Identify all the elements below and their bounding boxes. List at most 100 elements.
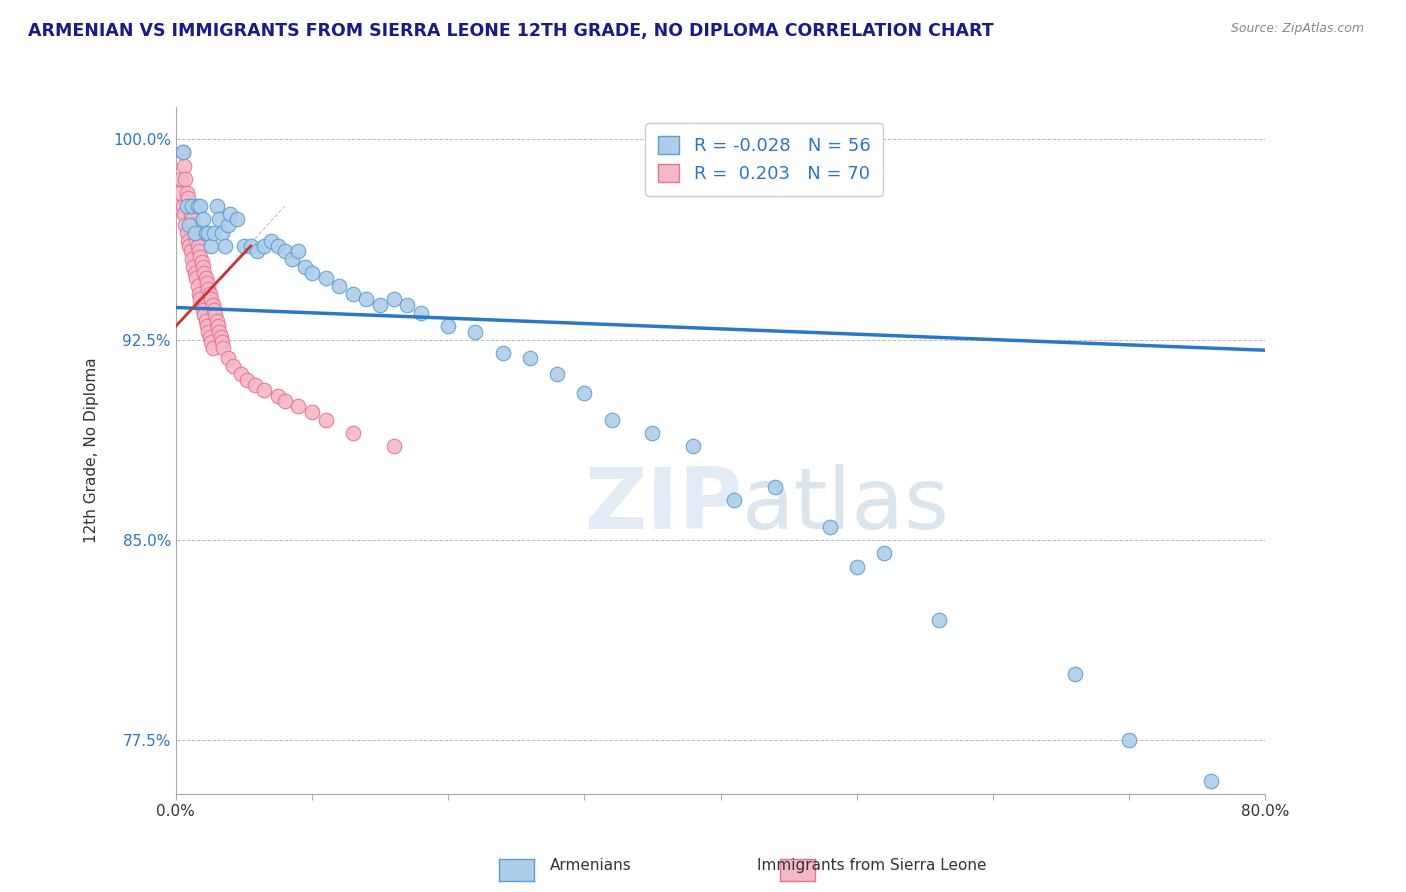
Point bbox=[217, 351, 239, 366]
Point bbox=[191, 212, 214, 227]
Point bbox=[382, 293, 405, 307]
Point bbox=[195, 319, 218, 334]
Point bbox=[231, 368, 253, 382]
Point bbox=[682, 440, 704, 454]
Point bbox=[253, 239, 276, 253]
Point bbox=[191, 303, 214, 318]
Point bbox=[176, 226, 198, 240]
Point bbox=[294, 260, 316, 275]
Point bbox=[188, 250, 211, 264]
Legend: R = -0.028   N = 56, R =  0.203   N = 70: R = -0.028 N = 56, R = 0.203 N = 70 bbox=[645, 123, 883, 196]
Point bbox=[211, 335, 233, 350]
Point bbox=[180, 244, 202, 259]
Point bbox=[492, 346, 515, 360]
Point bbox=[184, 226, 207, 240]
Point bbox=[267, 239, 290, 253]
Point bbox=[200, 293, 222, 307]
Text: Source: ZipAtlas.com: Source: ZipAtlas.com bbox=[1230, 22, 1364, 36]
Point bbox=[205, 314, 228, 328]
Point bbox=[232, 239, 254, 253]
Point bbox=[723, 492, 745, 507]
Point bbox=[179, 239, 201, 253]
Point bbox=[188, 293, 211, 307]
Point bbox=[179, 218, 201, 232]
Point bbox=[200, 335, 222, 350]
Point bbox=[193, 266, 215, 280]
Point bbox=[176, 199, 198, 213]
Point bbox=[169, 186, 191, 200]
Point bbox=[172, 145, 194, 160]
Point bbox=[179, 199, 201, 213]
Point bbox=[409, 306, 432, 320]
Point bbox=[301, 266, 323, 280]
Point bbox=[342, 426, 364, 441]
Point bbox=[274, 244, 297, 259]
Point bbox=[190, 255, 212, 269]
Point bbox=[173, 207, 195, 221]
Point bbox=[818, 519, 841, 533]
Point bbox=[301, 405, 323, 419]
Point bbox=[845, 559, 868, 574]
Point bbox=[202, 226, 225, 240]
Point bbox=[763, 479, 786, 493]
Point bbox=[437, 319, 460, 334]
Point bbox=[201, 341, 224, 355]
Point bbox=[274, 394, 297, 409]
Point bbox=[267, 389, 290, 403]
Point bbox=[217, 218, 239, 232]
Point bbox=[1199, 773, 1222, 788]
Point bbox=[202, 303, 225, 318]
Point bbox=[928, 613, 950, 627]
Text: Armenians: Armenians bbox=[550, 858, 631, 872]
Point bbox=[198, 330, 221, 344]
Point bbox=[177, 191, 200, 205]
Text: atlas: atlas bbox=[742, 464, 950, 547]
Point bbox=[368, 298, 391, 312]
Point bbox=[197, 282, 219, 296]
Point bbox=[235, 373, 257, 387]
Point bbox=[211, 226, 233, 240]
Point bbox=[181, 199, 204, 213]
Point bbox=[184, 226, 207, 240]
Point bbox=[1118, 733, 1140, 747]
Point bbox=[600, 413, 623, 427]
Point bbox=[315, 413, 337, 427]
Point bbox=[187, 287, 209, 301]
Point bbox=[382, 440, 405, 454]
Point bbox=[226, 212, 249, 227]
Point bbox=[183, 218, 205, 232]
Point bbox=[214, 239, 236, 253]
Point bbox=[201, 298, 224, 312]
Point bbox=[186, 279, 209, 293]
Point bbox=[197, 226, 219, 240]
Y-axis label: 12th Grade, No Diploma: 12th Grade, No Diploma bbox=[84, 358, 98, 543]
Point bbox=[184, 266, 207, 280]
Point bbox=[186, 239, 209, 253]
Point bbox=[873, 546, 896, 560]
Point bbox=[342, 287, 364, 301]
Point bbox=[188, 199, 211, 213]
Point bbox=[190, 298, 212, 312]
Text: ARMENIAN VS IMMIGRANTS FROM SIERRA LEONE 12TH GRADE, NO DIPLOMA CORRELATION CHAR: ARMENIAN VS IMMIGRANTS FROM SIERRA LEONE… bbox=[28, 22, 994, 40]
Point bbox=[173, 159, 195, 173]
Point bbox=[181, 252, 204, 267]
Point bbox=[396, 298, 419, 312]
Text: ZIP: ZIP bbox=[585, 464, 742, 547]
Point bbox=[239, 239, 262, 253]
Point bbox=[172, 199, 194, 213]
Point bbox=[194, 314, 217, 328]
Point bbox=[194, 271, 217, 285]
Point bbox=[167, 199, 190, 213]
Point bbox=[246, 244, 269, 259]
Point bbox=[208, 212, 231, 227]
Point bbox=[191, 260, 214, 275]
Point bbox=[546, 368, 568, 382]
Point bbox=[193, 309, 215, 323]
Point bbox=[186, 199, 209, 213]
Point bbox=[315, 271, 337, 285]
Point bbox=[183, 260, 205, 275]
Text: Immigrants from Sierra Leone: Immigrants from Sierra Leone bbox=[756, 858, 987, 872]
Point bbox=[172, 145, 194, 160]
Point bbox=[187, 244, 209, 259]
Point bbox=[177, 234, 200, 248]
